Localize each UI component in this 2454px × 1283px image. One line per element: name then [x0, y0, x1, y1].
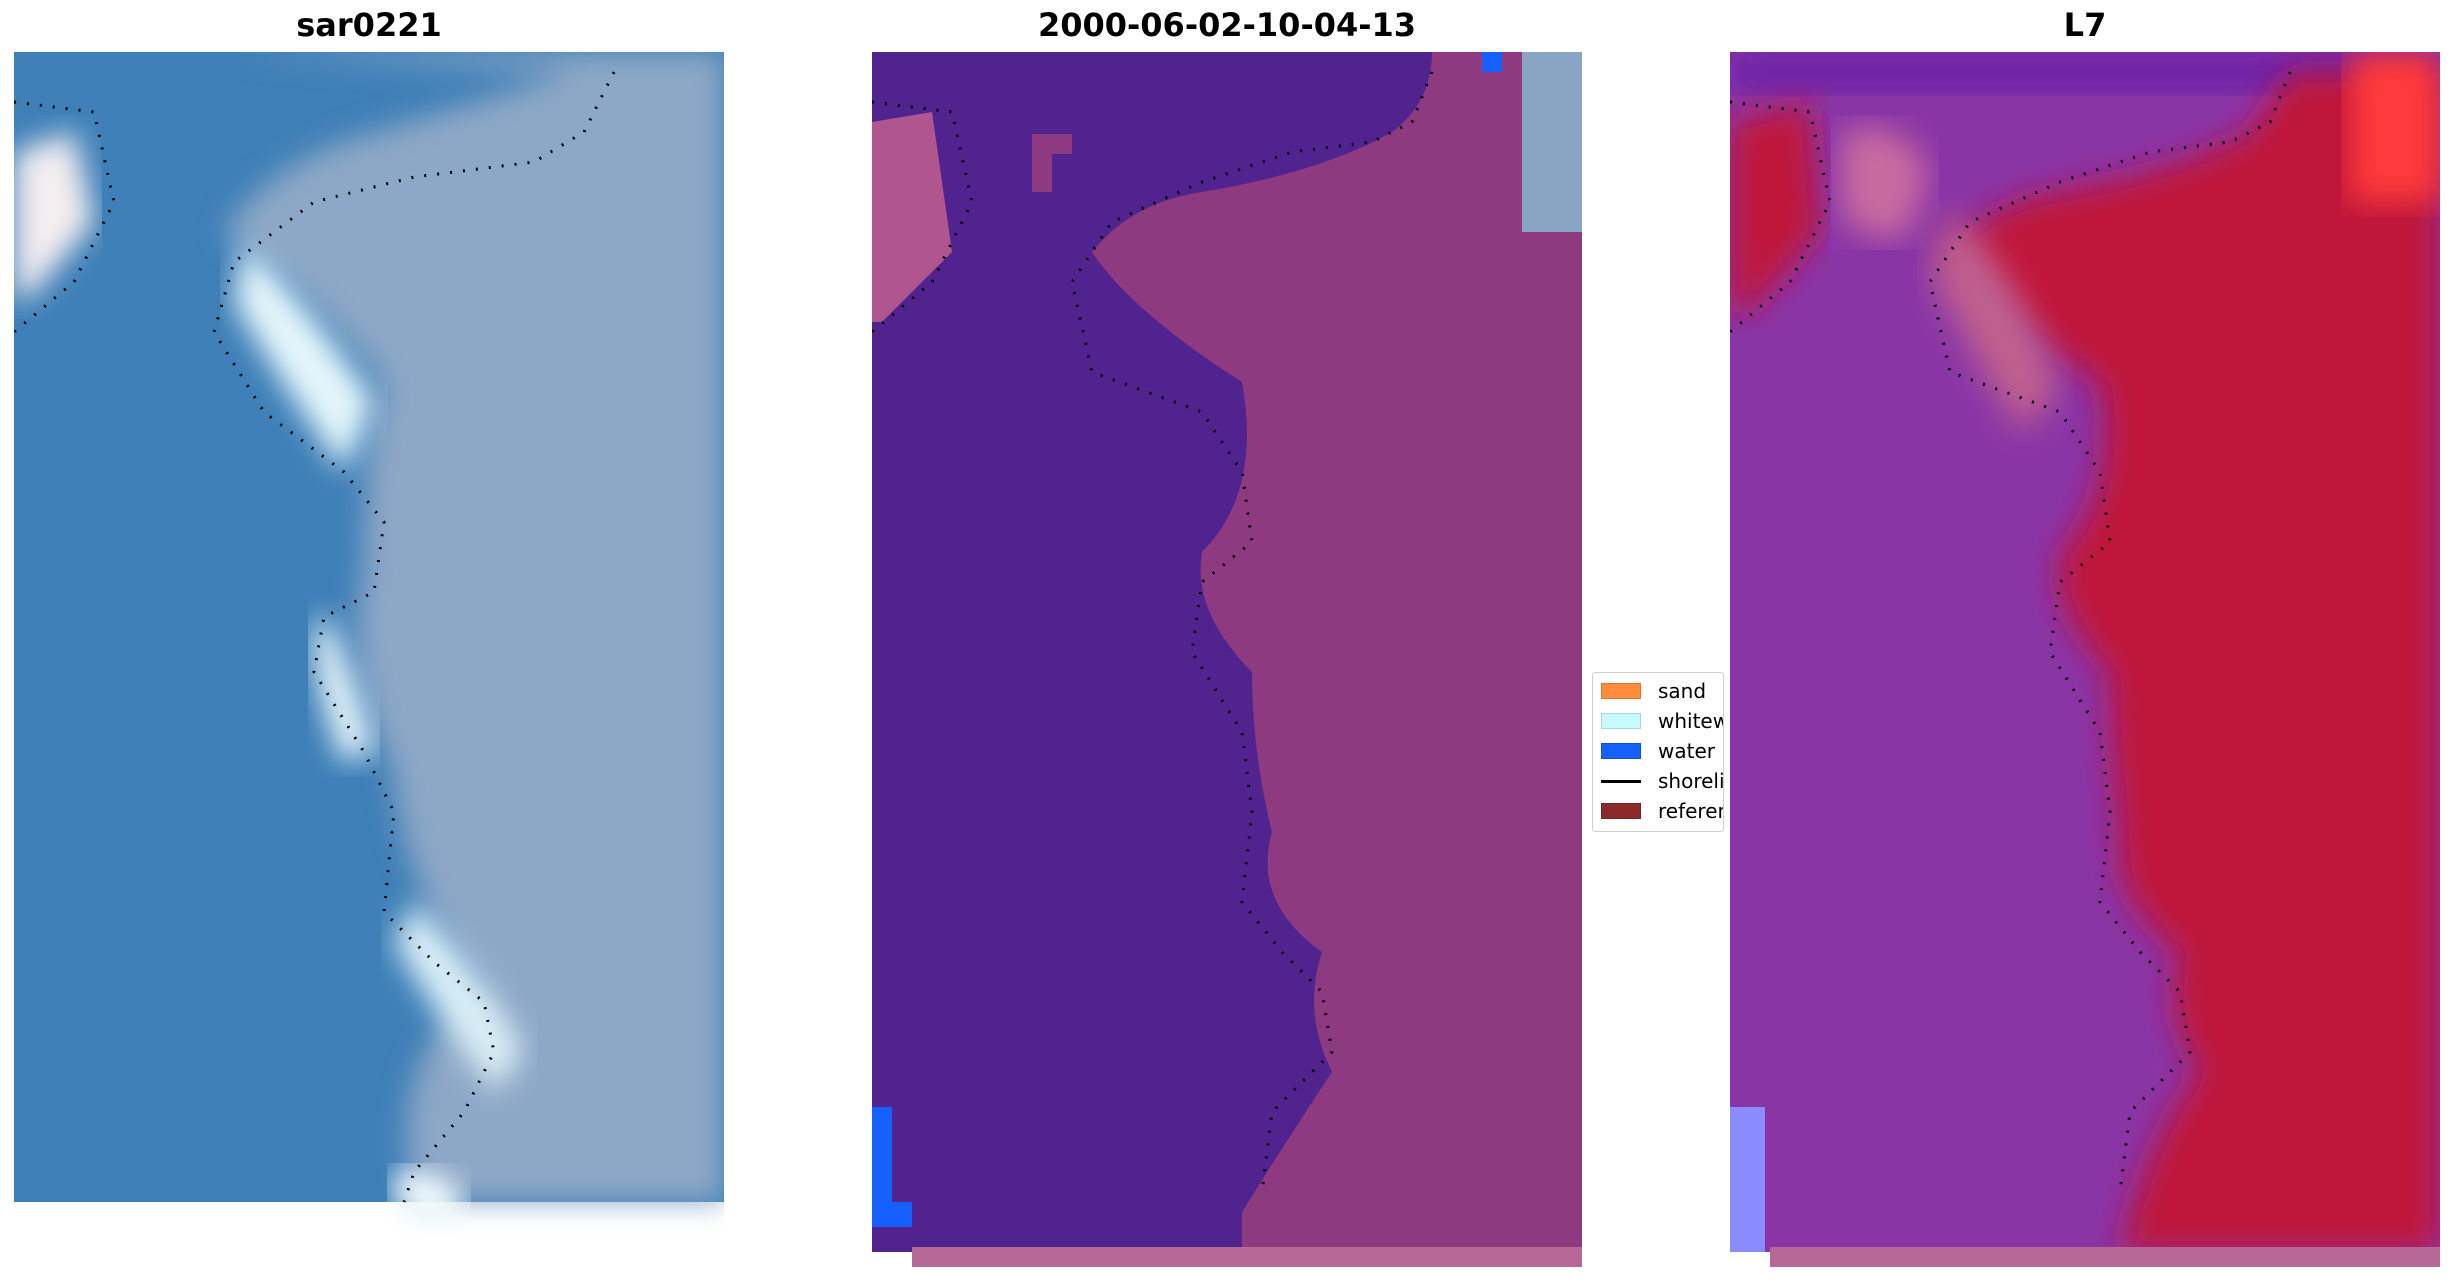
panel-title-l7: L7 [2063, 6, 2107, 44]
shoreline-line-swatch [1601, 780, 1641, 783]
water-swatch [1601, 743, 1641, 759]
legend-item-water: water [1593, 737, 1723, 765]
legend-label-shoreline: shoreline [1658, 769, 1724, 793]
legend-item-sand: sand [1593, 677, 1723, 705]
classified-image [872, 52, 1582, 1267]
legend-label-sand: sand [1658, 679, 1707, 703]
whitewater-swatch [1601, 713, 1641, 729]
reference-swatch [1601, 803, 1641, 819]
sand-swatch [1601, 683, 1641, 699]
index-image [1730, 52, 2440, 1267]
panel-title-date: 2000-06-02-10-04-13 [1037, 6, 1417, 44]
legend-item-shoreline: shoreline [1593, 767, 1724, 795]
classified-image-panel [872, 52, 1582, 1267]
legend-label-reference: reference [1658, 799, 1723, 823]
legend-item-reference: reference [1593, 797, 1723, 825]
rgb-image-panel [14, 52, 724, 1252]
rgb-image [14, 52, 724, 1252]
legend-label-water: water [1658, 739, 1715, 763]
panel-title-sar: sar0221 [296, 6, 442, 44]
index-image-panel [1730, 52, 2440, 1267]
